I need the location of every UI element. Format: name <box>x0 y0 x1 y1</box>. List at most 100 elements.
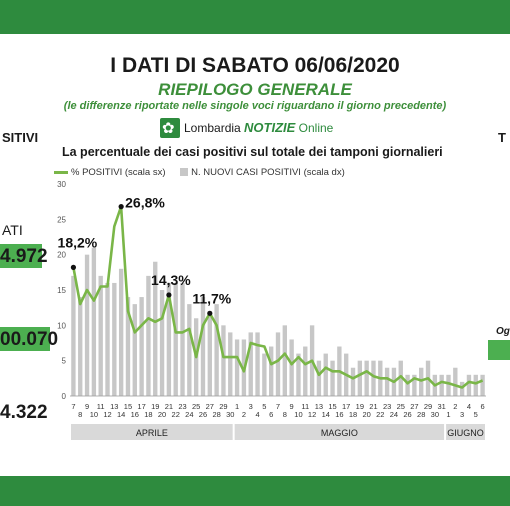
positive-rate-line <box>72 205 484 389</box>
top-banner <box>0 0 510 34</box>
bar <box>118 268 124 396</box>
bar <box>480 374 485 396</box>
bar <box>139 297 144 396</box>
data-label: 18,2% <box>58 234 98 250</box>
bar <box>262 353 267 396</box>
x-tick-label: 30 <box>226 410 234 419</box>
x-tick-label: 24 <box>390 410 398 419</box>
label-point <box>70 264 77 270</box>
bar <box>187 304 192 396</box>
x-tick-label: 18 <box>349 410 357 419</box>
y-axis: 0 5 10 15 20 25 30 <box>57 180 66 401</box>
bar <box>371 360 376 396</box>
x-tick-label: 5 <box>474 410 478 419</box>
bar <box>289 339 294 396</box>
bar <box>405 374 410 396</box>
left-panel-label: ATI <box>2 222 23 238</box>
x-tick-label: 12 <box>103 410 111 419</box>
left-panel-value-1: 4.972 <box>0 246 48 267</box>
x-tick-label: 22 <box>376 410 384 419</box>
x-tick-label: 21 <box>369 402 377 411</box>
x-tick-label: 25 <box>397 402 405 411</box>
bar <box>125 297 131 396</box>
label-point <box>166 292 172 298</box>
x-tick-label: 8 <box>78 410 82 419</box>
bar <box>364 360 369 396</box>
bar <box>200 297 206 396</box>
x-tick-label: 18 <box>144 410 152 419</box>
bar <box>296 353 301 396</box>
page-subtitle: RIEPILOGO GENERALE <box>158 80 352 99</box>
x-tick-label: 28 <box>417 410 425 419</box>
bar <box>316 360 322 396</box>
bar <box>323 353 328 396</box>
x-tick-label: 10 <box>90 410 98 419</box>
x-tick-label: 10 <box>294 410 302 419</box>
bar <box>439 374 444 396</box>
bar <box>303 346 308 396</box>
bar <box>446 374 451 396</box>
x-tick-label: 4 <box>467 402 471 411</box>
bar <box>228 332 233 396</box>
x-tick-label: 19 <box>356 402 364 411</box>
bar <box>453 367 458 396</box>
bar <box>146 275 151 396</box>
bar <box>207 311 212 396</box>
x-tick-label: 23 <box>178 402 186 411</box>
bar <box>268 346 274 396</box>
month-band <box>234 424 445 440</box>
month-band <box>71 424 233 440</box>
bar <box>159 290 165 396</box>
y-tick-label: 20 <box>57 251 66 260</box>
logo-name-tail: Online <box>298 121 334 135</box>
bar <box>255 332 260 396</box>
x-tick-label: 2 <box>453 402 457 411</box>
x-tick-label: 9 <box>290 402 294 411</box>
x-axis: 7891011121314151617181920212223242526272… <box>70 395 486 419</box>
x-tick-label: 4 <box>255 410 259 419</box>
x-tick-label: 25 <box>192 402 200 411</box>
x-tick-label: 3 <box>460 410 464 419</box>
x-tick-label: 2 <box>242 410 246 419</box>
left-green-box-2 <box>0 327 50 351</box>
bar <box>105 282 110 396</box>
x-tick-label: 24 <box>185 410 193 419</box>
right-panel-header: T <box>498 130 506 145</box>
bar <box>112 282 117 396</box>
x-tick-label: 11 <box>301 402 309 411</box>
x-tick-label: 5 <box>262 402 266 411</box>
data-label: 14,3% <box>151 272 191 288</box>
left-panel-value-2: 00.070 <box>0 329 59 350</box>
logo-name-bold: NOTIZIE <box>244 120 296 135</box>
bar <box>419 367 424 396</box>
x-tick-label: 7 <box>276 402 280 411</box>
bar <box>248 332 253 396</box>
bar-series <box>71 247 485 396</box>
data-label: 26,8% <box>125 195 165 211</box>
logo-name-plain: Lombardia <box>184 121 241 135</box>
x-tick-label: 20 <box>362 410 370 419</box>
legend-bar-label: N. NUOVI CASI POSITIVI (scala dx) <box>191 167 345 178</box>
bar <box>473 374 478 396</box>
month-bands: APRILE MAGGIO GIUGNO <box>71 424 485 440</box>
month-band <box>446 424 485 440</box>
bar <box>214 304 219 396</box>
bar <box>398 360 403 396</box>
legend-line-label: % POSITIVI (scala sx) <box>71 167 166 178</box>
x-tick-label: 27 <box>206 402 214 411</box>
x-tick-label: 27 <box>410 402 418 411</box>
x-tick-label: 17 <box>137 402 145 411</box>
bar <box>384 367 390 396</box>
y-tick-label: 0 <box>62 392 67 401</box>
month-label: MAGGIO <box>321 428 358 438</box>
bar <box>466 374 472 396</box>
x-tick-label: 16 <box>335 410 343 419</box>
x-tick-label: 17 <box>342 402 350 411</box>
left-panel-value-3: 4.322 <box>0 402 48 423</box>
bar <box>357 360 363 396</box>
bar <box>275 332 281 396</box>
left-green-box-1 <box>0 244 42 268</box>
bar <box>71 275 76 396</box>
x-tick-label: 6 <box>269 410 273 419</box>
